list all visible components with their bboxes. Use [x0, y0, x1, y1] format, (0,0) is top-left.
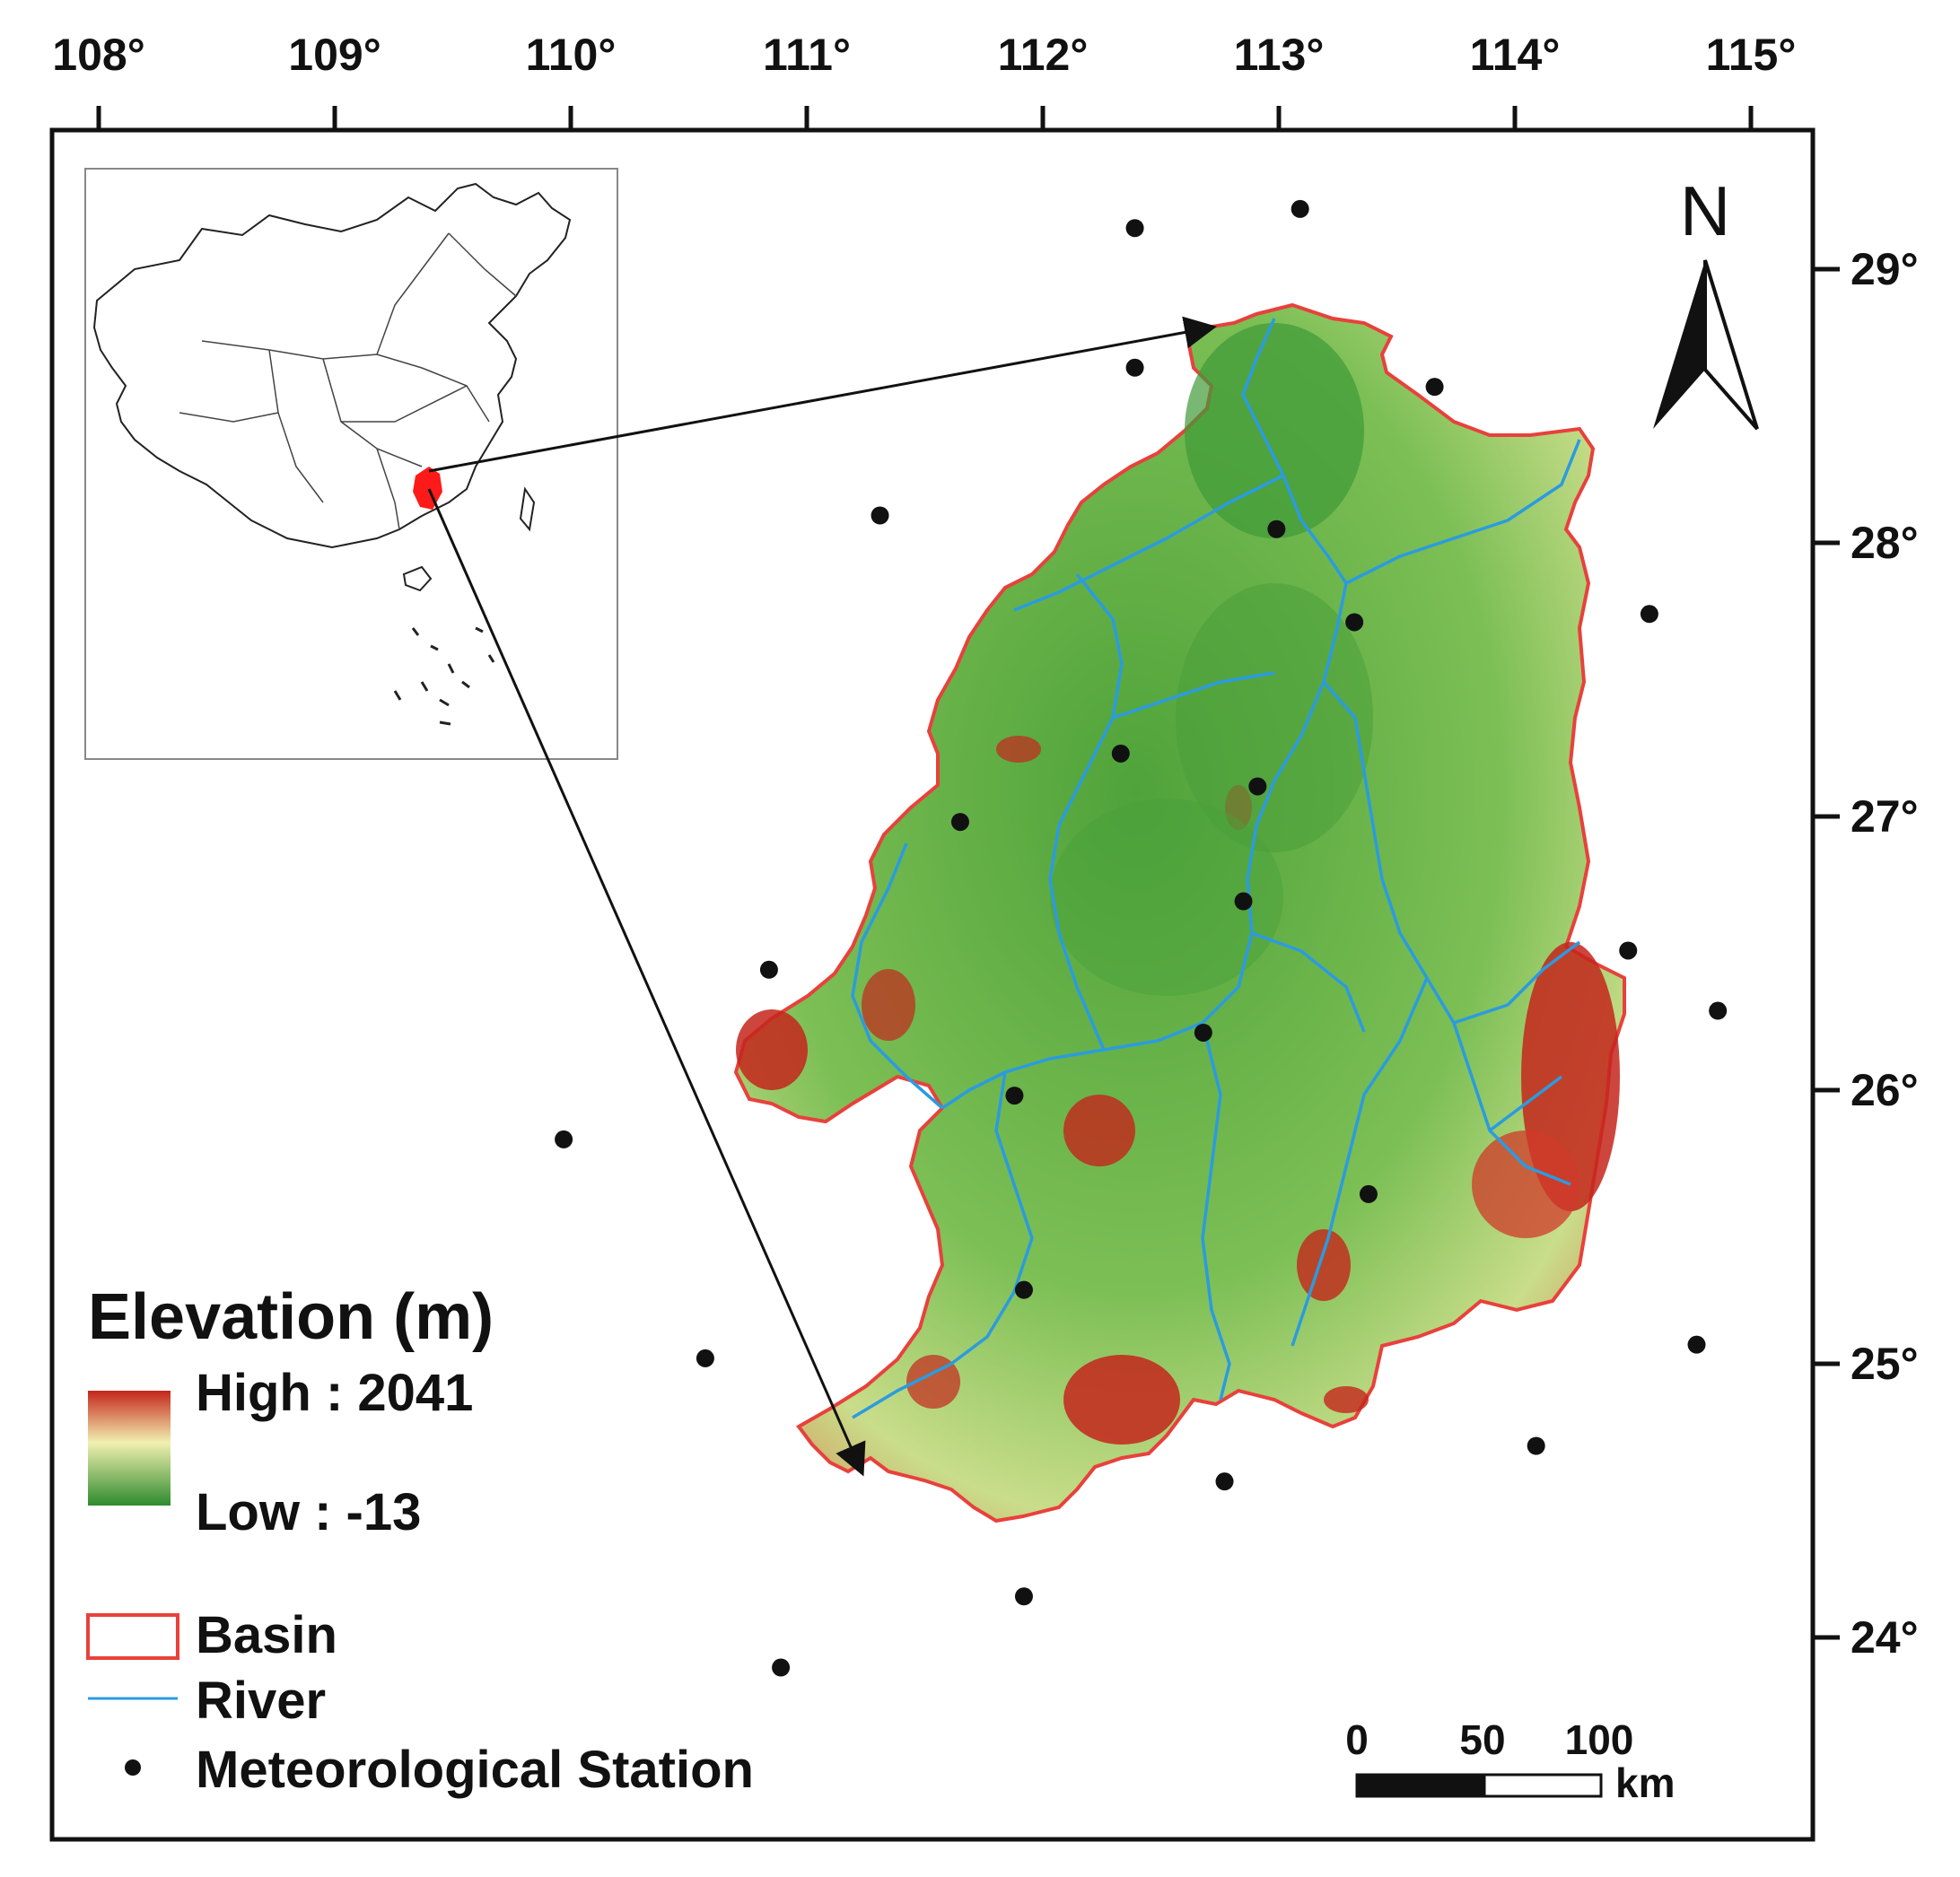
station-point	[1291, 199, 1309, 218]
hainan-island	[402, 565, 433, 592]
station-point	[1687, 1335, 1706, 1354]
scale-bar-white-segment	[1483, 1773, 1603, 1798]
station-point	[1234, 892, 1253, 911]
china-outline	[92, 182, 572, 549]
basin-elevation-fill	[733, 302, 1626, 1523]
legend-basin-swatch	[86, 1613, 179, 1660]
legend-basin-label: Basin	[196, 1606, 337, 1664]
station-point	[1014, 1587, 1033, 1606]
north-arrow: N	[1653, 171, 1759, 431]
river-southwest	[852, 1071, 1034, 1419]
legend-station-swatch	[125, 1759, 141, 1776]
elevation-color-ramp	[88, 1391, 171, 1506]
lon-tick-label: 115°	[1706, 30, 1797, 80]
legend: Elevation (m) High : 2041 Low : -13 Basi…	[86, 1281, 754, 1799]
lon-tick-label: 112°	[998, 30, 1089, 80]
province-borders	[179, 232, 517, 530]
river-west-branch	[1048, 572, 1124, 1051]
lat-tick-label: 26°	[1851, 1065, 1919, 1115]
river-northwest	[1013, 474, 1284, 612]
lat-tick-label: 27°	[1851, 791, 1919, 842]
station-point	[759, 960, 778, 979]
scale-label-50: 50	[1459, 1716, 1505, 1763]
station-point	[1527, 1436, 1545, 1455]
station-point	[1345, 613, 1364, 632]
inset-china-map	[84, 168, 618, 760]
river-tributary-a	[1251, 931, 1366, 1033]
station-point	[1005, 1087, 1024, 1105]
legend-title: Elevation (m)	[88, 1281, 494, 1353]
station-point	[1194, 1023, 1212, 1042]
river-tributary-c	[1488, 1075, 1563, 1132]
lon-tick-label: 113°	[1234, 30, 1325, 80]
lat-tick-label: 28°	[1851, 518, 1919, 568]
river-tributary-d	[1112, 671, 1275, 720]
river-south-east	[1291, 977, 1429, 1347]
legend-high-label: High : 2041	[196, 1364, 473, 1422]
station-point	[1709, 1001, 1728, 1020]
meteorological-stations	[555, 199, 1728, 1677]
river-northeast	[1345, 439, 1581, 585]
station-point	[1125, 219, 1144, 238]
scale-unit: km	[1615, 1759, 1675, 1806]
river-main-north	[1241, 318, 1348, 683]
legend-station-label: Meteorological Station	[196, 1741, 754, 1799]
station-point	[950, 813, 969, 832]
station-point	[1125, 358, 1144, 377]
river-tributary-b	[1453, 940, 1581, 1025]
north-arrow-right-half	[1703, 259, 1759, 431]
station-point	[1215, 1472, 1234, 1491]
lon-tick-label: 114°	[1470, 30, 1561, 80]
station-point	[772, 1658, 791, 1677]
station-point	[1425, 378, 1444, 397]
lon-tick-label: 109°	[288, 30, 381, 80]
river-south-central	[1201, 1022, 1231, 1401]
river-xiang	[941, 681, 1326, 1110]
basin	[733, 302, 1626, 1523]
latitude-ticks: 29° 28° 27° 26° 25° 24°	[1813, 244, 1919, 1663]
station-point	[1359, 1184, 1378, 1203]
station-point	[1640, 605, 1658, 624]
taiwan-island	[519, 486, 536, 532]
lat-tick-label: 29°	[1851, 244, 1919, 294]
station-point	[1267, 519, 1286, 538]
legend-river-label: River	[196, 1672, 326, 1730]
lat-tick-label: 25°	[1851, 1339, 1919, 1389]
river-far-west	[851, 842, 944, 1110]
station-point	[696, 1349, 714, 1367]
lowland-patches	[1050, 323, 1373, 996]
station-point	[1014, 1280, 1033, 1299]
lon-tick-label: 108°	[52, 30, 144, 80]
longitude-ticks: 108° 109° 110° 111° 112° 113° 114° 115°	[52, 30, 1796, 130]
scale-label-100: 100	[1565, 1716, 1634, 1763]
station-point	[1248, 777, 1267, 796]
station-point	[1111, 744, 1130, 763]
scale-label-0: 0	[1345, 1716, 1369, 1763]
lat-tick-label: 24°	[1851, 1612, 1919, 1663]
arrow-to-basin-south	[427, 488, 866, 1477]
inset-frame	[84, 168, 618, 760]
scale-bar: 0 50 100 km	[1345, 1716, 1675, 1806]
station-point	[1619, 941, 1638, 960]
station-point	[555, 1130, 573, 1148]
lon-tick-label: 111°	[763, 30, 851, 80]
arrow-to-basin-north	[428, 316, 1217, 473]
highland-patches	[736, 736, 1620, 1445]
lon-tick-label: 110°	[526, 30, 617, 80]
river-east-branch	[1322, 680, 1571, 1186]
rivers	[851, 318, 1581, 1419]
north-label: N	[1680, 171, 1730, 250]
legend-low-label: Low : -13	[196, 1483, 421, 1541]
inset-arrows	[427, 316, 1217, 1477]
inset-study-area-highlight	[413, 467, 442, 510]
north-arrow-left-half	[1653, 260, 1705, 429]
scale-bar-black-segment	[1355, 1773, 1486, 1798]
south-china-sea-islands	[393, 626, 495, 726]
station-point	[871, 506, 889, 525]
